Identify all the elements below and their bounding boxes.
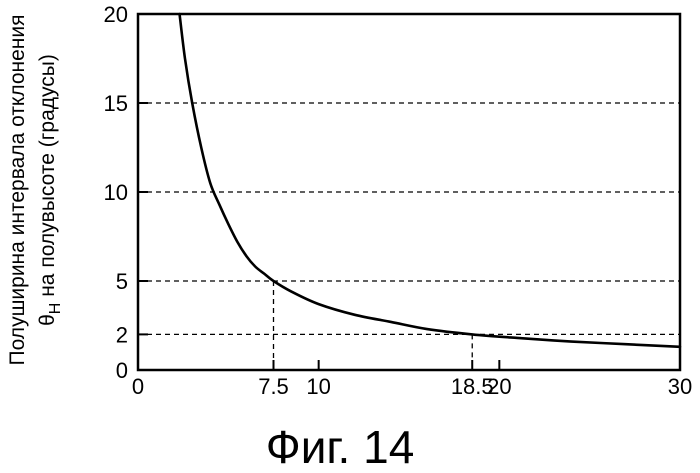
x-tick-label: 20 [487,374,511,399]
x-tick-label: 30 [668,374,692,399]
y-tick-label: 5 [116,269,128,294]
y-tick-label: 20 [104,2,128,27]
theta-symbol: θ [36,314,59,326]
x-tick-label: 7.5 [258,374,289,399]
grid-lines [138,103,680,334]
series-line [180,14,680,347]
y-axis-label-line2-text: на полувысоте (градусы) [36,54,59,303]
y-tick-label: 15 [104,91,128,116]
x-tick-label: 10 [306,374,330,399]
theta-subscript: H [47,303,64,315]
figure-caption: Фиг. 14 [266,421,415,473]
y-axis-label-line1: Полуширина интервала отклонения [6,14,29,365]
y-tick-label: 2 [116,322,128,347]
y-axis-ticks: 0 2 5 10 15 20 [104,2,148,383]
y-axis-label: Полуширина интервала отклонения θH на по… [6,14,64,365]
y-tick-label: 0 [116,358,128,383]
reference-lines [274,281,473,370]
y-tick-label: 10 [104,180,128,205]
x-axis-ticks: 07.51018.52030 [132,360,692,399]
x-tick-label: 0 [132,374,144,399]
y-axis-label-line2: θH на полувысоте (градусы) [36,54,64,326]
